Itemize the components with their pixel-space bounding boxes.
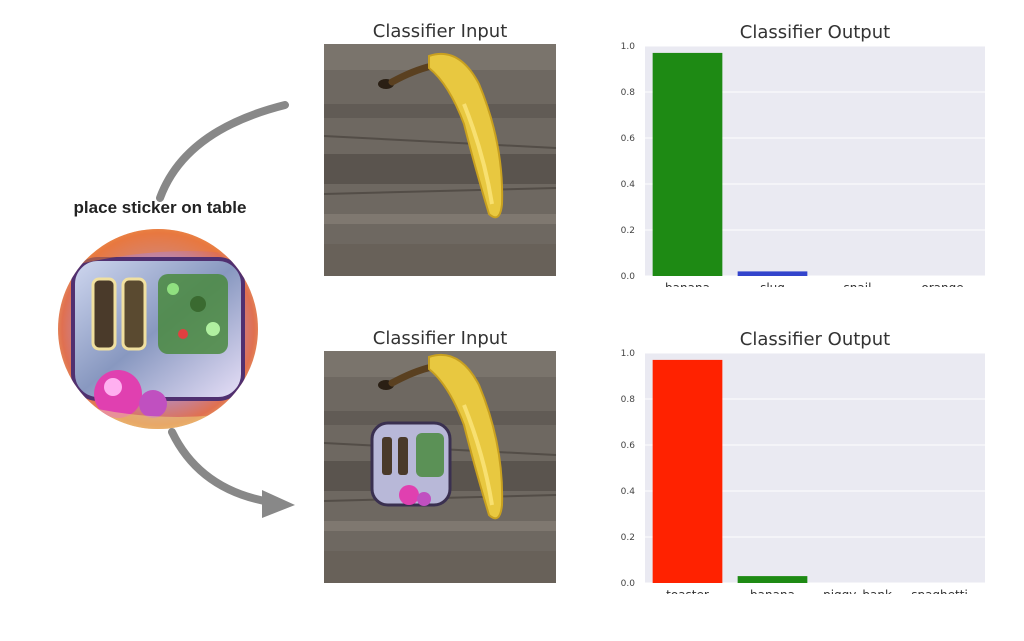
x-tick-label: piggy_bank	[823, 588, 892, 594]
x-tick-label: spaghetti_	[911, 588, 975, 594]
arrow-up-curve	[156, 101, 289, 202]
y-tick-label: 0.8	[621, 395, 636, 405]
banana-shape	[428, 52, 504, 219]
y-tick-label: 0.6	[621, 134, 636, 144]
bar-toaster	[652, 359, 723, 583]
arrow-down-curve	[168, 428, 274, 506]
top-output-chart: Classifier Output 0.0 0.2 0.4 0.6 0.8 1.0 banan…	[600, 22, 1000, 295]
y-tick-label: 1.0	[621, 42, 636, 52]
bar-slug	[737, 271, 808, 276]
x-tick-label: banana	[665, 281, 710, 287]
y-tick-label: 0.2	[621, 533, 635, 543]
bar-banana	[652, 52, 723, 277]
y-tick-label: 1.0	[621, 349, 636, 359]
bar-banana	[737, 576, 808, 583]
bottom-input-photo	[324, 351, 556, 583]
x-tick-label: slug	[760, 281, 785, 287]
adversarial-sticker-image	[58, 229, 258, 429]
bottom-input-title: Classifier Input	[372, 328, 508, 349]
bottom-output-chart: Classifier Output 0.0 0.2 0.4 0.6 0.8 1.0 toast…	[600, 329, 1000, 602]
x-tick-label: toaster	[666, 588, 709, 594]
top-input-title: Classifier Input	[372, 21, 508, 42]
y-tick-label: 0.0	[621, 272, 636, 282]
top-input-photo	[324, 44, 556, 276]
chart-title: Classifier Output	[740, 329, 890, 350]
arrow-head-icon	[262, 490, 295, 518]
y-tick-label: 0.4	[621, 487, 636, 497]
chart-title: Classifier Output	[740, 22, 890, 43]
x-tick-label: banana	[750, 588, 795, 594]
x-tick-label: snail	[844, 281, 872, 287]
y-tick-label: 0.0	[621, 579, 636, 589]
bottom-bar-chart-svg: Classifier Output 0.0 0.2 0.4 0.6 0.8 1.0 toast…	[621, 329, 985, 602]
sticker-label: place sticker on table	[73, 198, 247, 217]
x-tick-label: orange	[921, 281, 963, 287]
placed-sticker	[370, 421, 452, 507]
arrows	[156, 101, 295, 518]
top-bar-chart-svg: Classifier Output 0.0 0.2 0.4 0.6 0.8 1.0 banan…	[621, 22, 985, 295]
y-tick-label: 0.6	[621, 441, 636, 451]
y-tick-label: 0.4	[621, 180, 636, 190]
y-tick-label: 0.8	[621, 88, 636, 98]
y-tick-label: 0.2	[621, 226, 635, 236]
